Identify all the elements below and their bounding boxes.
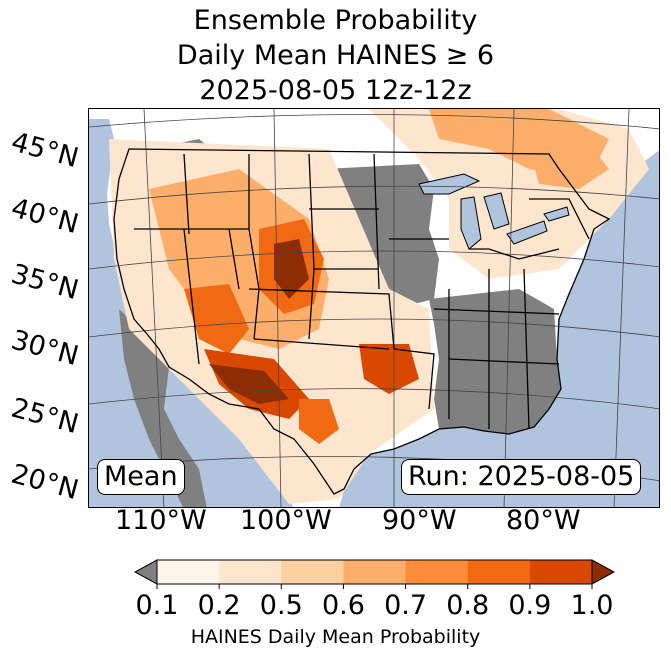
title-line-1: Ensemble Probability: [193, 5, 478, 36]
great-lakes: [418, 173, 570, 250]
colorbar-tick-label: 0.2: [197, 590, 241, 621]
lat-label-20: 20°N: [7, 458, 82, 507]
lat-label-35: 35°N: [7, 258, 82, 307]
colorbar-segment-3: [343, 560, 407, 584]
run-date-label: Run: 2025-08-05: [401, 459, 642, 495]
colorbar-label: HAINES Daily Mean Probability: [190, 626, 481, 648]
colorbar-tick-label: 0.7: [384, 590, 428, 621]
colorbar-segment-2: [281, 560, 344, 584]
lat-label-45: 45°N: [7, 126, 82, 175]
colorbar-tick-label: 1.0: [570, 590, 614, 621]
lon-label-100w: 100°W: [240, 505, 332, 536]
lat-label-25: 25°N: [7, 392, 82, 441]
lat-label-30: 30°N: [7, 324, 82, 373]
colorbar-segment-5: [467, 560, 531, 584]
lon-label-90w: 90°W: [382, 505, 457, 536]
lon-label-80w: 80°W: [506, 505, 581, 536]
title-line-2: Daily Mean HAINES ≥ 6: [176, 40, 495, 71]
colorbar-tick-label: 0.1: [135, 590, 179, 621]
colorbar-tick-label: 0.5: [259, 590, 303, 621]
colorbar-segment-6: [529, 560, 593, 584]
map-canvas: [89, 109, 659, 507]
colorbar-segment-1: [219, 560, 282, 584]
colorbar-ticks: [156, 584, 593, 589]
colorbar-segments: [157, 560, 593, 584]
colorbar-segment-4: [405, 560, 469, 584]
colorbar-over-arrow: [591, 559, 616, 585]
title-line-3: 2025-08-05 12z-12z: [199, 75, 472, 106]
colorbar-frame: [156, 559, 593, 585]
lon-label-110w: 110°W: [115, 505, 207, 536]
mean-label: Mean: [97, 459, 185, 495]
colorbar-tick-label: 0.8: [446, 590, 490, 621]
colorbar-segment-0: [157, 560, 220, 584]
map-panel[interactable]: [88, 108, 660, 508]
colorbar-tick-label: 0.9: [508, 590, 552, 621]
lat-label-40: 40°N: [7, 192, 82, 241]
colorbar-tick-label: 0.6: [321, 590, 365, 621]
state-borders: [113, 148, 611, 495]
colorbar-under-arrow: [133, 559, 158, 585]
